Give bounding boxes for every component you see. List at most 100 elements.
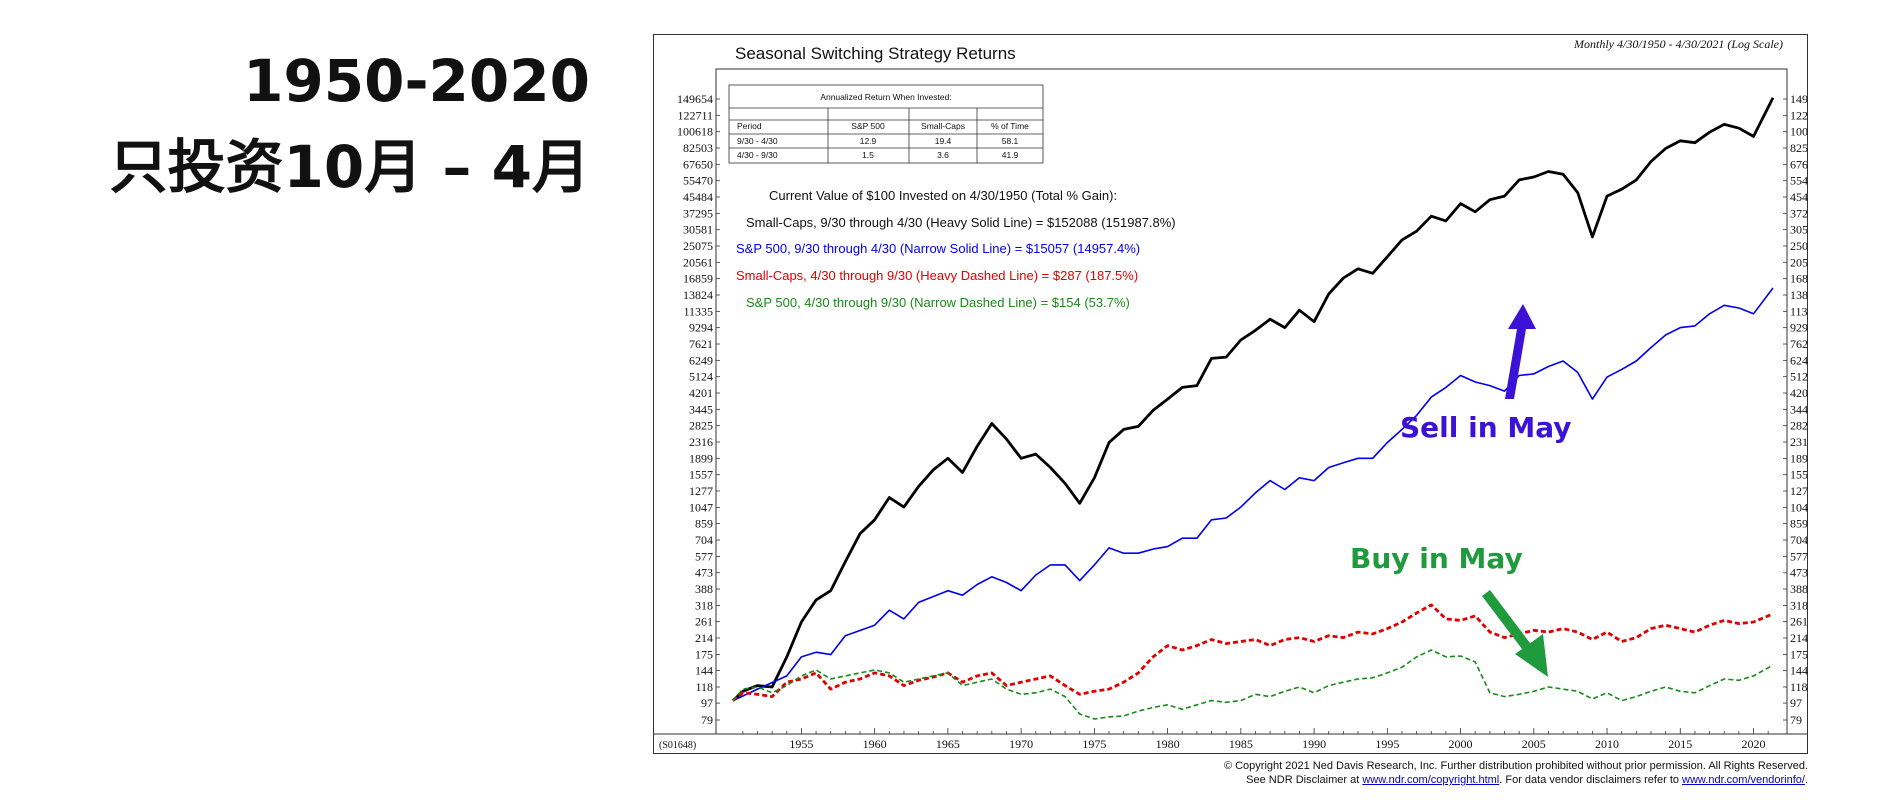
y-tick-label-left: 55470 [683, 174, 713, 188]
footer-disclaimer: See NDR Disclaimer at www.ndr.com/copyri… [1246, 774, 1808, 786]
vendorinfo-link[interactable]: www.ndr.com/vendorinfo/ [1682, 774, 1805, 786]
y-tick-label-left: 11335 [683, 304, 713, 318]
y-tick-label-right: 11335 [1790, 304, 1808, 318]
plot-area [715, 68, 1788, 735]
y-tick-label-right: 704 [1790, 533, 1808, 547]
y-tick-label-right: 82503 [1790, 141, 1808, 155]
y-tick-label-left: 388 [695, 582, 713, 596]
y-tick-label-left: 45484 [683, 190, 713, 204]
y-tick-label-left: 318 [695, 598, 713, 612]
table-header-pct-time: % of Time [991, 121, 1029, 131]
y-tick-label-right: 67650 [1790, 157, 1808, 171]
down-arrow-icon [1482, 590, 1533, 653]
y-tick-label-left: 79 [701, 713, 713, 727]
y-tick-label-right: 144 [1790, 664, 1808, 678]
x-tick-label: 2020 [1742, 737, 1766, 751]
y-tick-label-right: 118 [1790, 680, 1808, 694]
y-tick-label-left: 7621 [689, 337, 713, 351]
y-tick-label-right: 5124 [1790, 370, 1808, 384]
y-axis-right: 149654 122711 100618 82503 67650 55470 45484 37… [1783, 92, 1808, 727]
y-tick-label-left: 118 [695, 680, 713, 694]
y-tick-label-left: 13824 [683, 288, 713, 302]
chart-subtitle: Monthly 4/30/1950 - 4/30/2021 (Log Scale… [1573, 37, 1783, 51]
y-tick-label-right: 1557 [1790, 468, 1808, 482]
series-small-caps-summer [732, 603, 1774, 702]
y-tick-label-right: 7621 [1790, 337, 1808, 351]
series-layer [732, 97, 1775, 720]
y-tick-label-left: 9294 [689, 321, 713, 335]
y-tick-label-right: 3445 [1790, 402, 1808, 416]
legend-heading: Current Value of $100 Invested on 4/30/1… [769, 188, 1117, 203]
y-tick-label-right: 97 [1790, 696, 1802, 710]
y-tick-label-right: 100618 [1790, 125, 1808, 139]
series-sp500-summer [732, 649, 1774, 720]
series-sp500-winter [732, 287, 1774, 702]
y-tick-label-left: 859 [695, 517, 713, 531]
y-tick-label-left: 175 [695, 648, 713, 662]
table-cell: 41.9 [1002, 150, 1019, 160]
y-tick-label-left: 82503 [683, 141, 713, 155]
x-tick-label: 1955 [789, 737, 813, 751]
y-tick-label-left: 577 [695, 549, 713, 563]
footer-text: . For data vendor disclaimers refer to [1499, 774, 1683, 786]
y-tick-label-right: 122711 [1790, 108, 1808, 122]
y-tick-label-right: 55470 [1790, 174, 1808, 188]
y-tick-label-left: 261 [695, 615, 713, 629]
table-cell: 12.9 [860, 136, 877, 146]
x-tick-label: 2000 [1449, 737, 1473, 751]
legend-entry-small-caps-summer: Small-Caps, 4/30 through 9/30 (Heavy Das… [736, 268, 1138, 283]
y-tick-label-left: 2825 [689, 419, 713, 433]
returns-table: Annualized Return When Invested: Period … [728, 84, 1044, 164]
table-header-smallcaps: Small-Caps [921, 121, 965, 131]
annotation-buy-in-may: Buy in May [1350, 542, 1548, 677]
series-small-caps-winter [732, 97, 1775, 702]
y-tick-label-right: 45484 [1790, 190, 1808, 204]
y-tick-label-left: 1899 [689, 451, 713, 465]
copyright-link[interactable]: www.ndr.com/copyright.html [1362, 774, 1500, 786]
annotation-sell-in-may: Sell in May [1400, 304, 1572, 444]
up-arrow-icon [1505, 329, 1526, 399]
y-tick-label-left: 37295 [683, 206, 713, 220]
y-tick-label-left: 473 [695, 566, 713, 580]
y-tick-label-left: 2316 [689, 435, 713, 449]
y-tick-label-right: 318 [1790, 598, 1808, 612]
x-tick-label: 1965 [936, 737, 960, 751]
legend-entry-small-caps-winter: Small-Caps, 9/30 through 4/30 (Heavy Sol… [746, 215, 1176, 230]
table-header-sp500: S&P 500 [851, 121, 885, 131]
seasonal-switching-chart: Seasonal Switching Strategy Returns Mont… [653, 34, 1808, 754]
y-tick-label-right: 1899 [1790, 451, 1808, 465]
table-cell: 4/30 - 9/30 [737, 150, 778, 160]
y-tick-label-right: 214 [1790, 631, 1808, 645]
y-tick-label-left: 4201 [689, 386, 713, 400]
footer-copyright: © Copyright 2021 Ned Davis Research, Inc… [1223, 760, 1808, 772]
y-tick-label-right: 1047 [1790, 500, 1808, 514]
y-tick-label-right: 9294 [1790, 321, 1808, 335]
x-axis: 1955 1960 1965 1970 1975 1980 1985 1990 1995 2000… [742, 728, 1769, 751]
footer-text: . [1804, 774, 1808, 786]
y-tick-label-left: 1557 [689, 468, 713, 482]
y-tick-label-right: 79 [1790, 713, 1802, 727]
y-tick-label-right: 20561 [1790, 255, 1808, 269]
table-cell: 1.5 [862, 150, 874, 160]
y-tick-label-left: 1277 [689, 484, 713, 498]
y-tick-label-left: 16859 [683, 272, 713, 286]
y-tick-label-right: 1277 [1790, 484, 1808, 498]
table-header-period: Period [737, 121, 762, 131]
table-cell: 3.6 [937, 150, 949, 160]
y-tick-label-right: 149654 [1790, 92, 1808, 106]
y-tick-label-left: 97 [701, 696, 713, 710]
x-tick-label: 1990 [1302, 737, 1326, 751]
chart-title: Seasonal Switching Strategy Returns [735, 44, 1016, 63]
y-tick-label-left: 122711 [677, 108, 713, 122]
x-tick-label: 1985 [1229, 737, 1253, 751]
y-tick-label-right: 6249 [1790, 353, 1808, 367]
x-tick-label: 2010 [1595, 737, 1619, 751]
y-tick-label-right: 2825 [1790, 419, 1808, 433]
legend: Current Value of $100 Invested on 4/30/1… [736, 188, 1176, 310]
y-tick-label-left: 144 [695, 664, 713, 678]
x-tick-label: 1970 [1009, 737, 1033, 751]
table-cell: 58.1 [1002, 136, 1019, 146]
y-tick-label-left: 30581 [683, 223, 713, 237]
y-tick-label-right: 37295 [1790, 206, 1808, 220]
x-tick-label: 2015 [1668, 737, 1692, 751]
